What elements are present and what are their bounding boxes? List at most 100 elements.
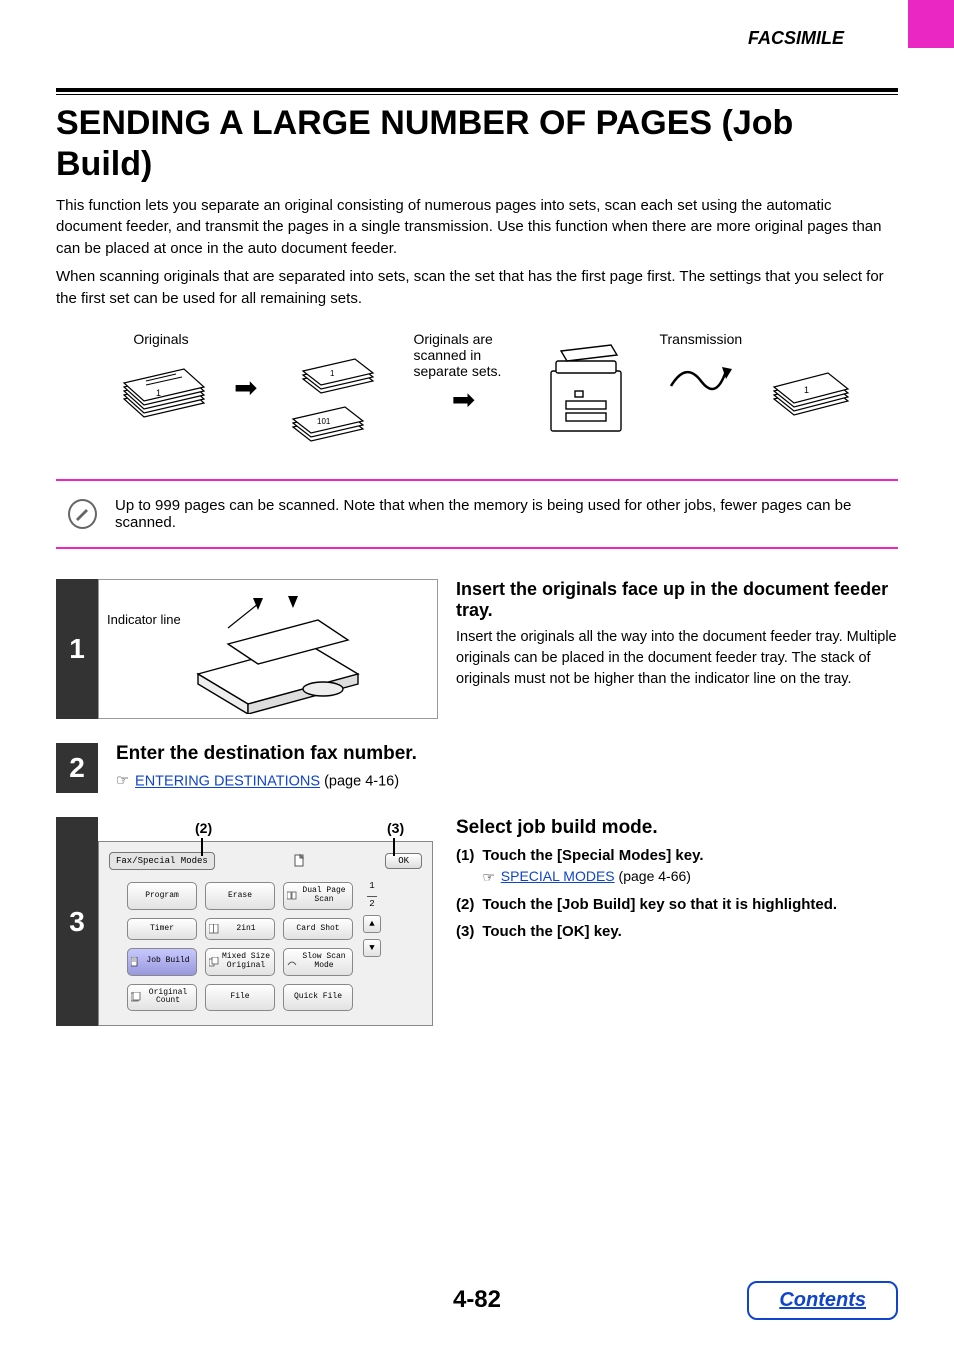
- title-block: SENDING A LARGE NUMBER OF PAGES (Job Bui…: [56, 88, 898, 185]
- file-button[interactable]: File: [205, 984, 275, 1012]
- step-3-item-3-text: Touch the [OK] key.: [482, 923, 621, 940]
- original-count-icon: [131, 992, 141, 1002]
- ok-button[interactable]: OK: [385, 853, 422, 869]
- diagram-transmission: Transmission: [659, 331, 742, 401]
- paper-stack-icon: 1: [760, 351, 860, 431]
- panel-top-bar: Fax/Special Modes OK: [109, 852, 422, 870]
- document-feeder-icon: [158, 584, 378, 714]
- step-3-content: Select job build mode. (1) Touch the [Sp…: [456, 817, 898, 1026]
- quick-file-button[interactable]: Quick File: [283, 984, 353, 1012]
- note-box: Up to 999 pages can be scanned. Note tha…: [56, 479, 898, 549]
- wave-arrow-icon: [666, 351, 736, 401]
- section-color-tab: [908, 0, 954, 48]
- step-3-item-2: (2) Touch the [Job Build] key so that it…: [456, 896, 898, 913]
- mixed-size-button[interactable]: Mixed Size Original: [205, 948, 275, 976]
- stack-page-num: 1: [156, 388, 161, 398]
- card-shot-button[interactable]: Card Shot: [283, 918, 353, 940]
- dual-page-icon: [287, 891, 297, 901]
- scroll-down-button[interactable]: ▼: [363, 939, 381, 957]
- two-in-one-icon: [209, 924, 219, 934]
- diagram-originals: Originals 1: [106, 331, 216, 431]
- document-small-icon: [292, 853, 308, 869]
- panel-button-grid: Program Erase Dual Page Scan Timer 2in1: [127, 882, 353, 1011]
- panel-side-column: 1 2 ▲ ▼: [363, 882, 381, 1011]
- callout-line-3: [393, 838, 395, 856]
- step-number-3: 3: [56, 817, 98, 1026]
- step-3-item-3-num: (3): [456, 923, 474, 940]
- step-1-title: Insert the originals face up in the docu…: [456, 579, 898, 621]
- step-number-1: 1: [56, 579, 98, 719]
- step-2-content: Enter the destination fax number. ☞ ENTE…: [116, 743, 898, 793]
- mixed-size-label: Mixed Size Original: [220, 953, 272, 971]
- callout-line-2: [201, 838, 203, 856]
- step-2-link-page: (page 4-16): [320, 774, 399, 790]
- arrow-icon: ➡: [234, 331, 257, 404]
- step-3-left: 3 (2) (3) Fax/Special Modes OK: [56, 817, 438, 1026]
- slow-scan-label: Slow Scan Mode: [298, 953, 350, 971]
- job-build-button[interactable]: Job Build: [127, 948, 197, 976]
- diagram-originals-label: Originals: [133, 331, 188, 347]
- entering-destinations-link[interactable]: ENTERING DESTINATIONS: [135, 774, 320, 790]
- step-3: 3 (2) (3) Fax/Special Modes OK: [56, 817, 898, 1026]
- slow-scan-button[interactable]: Slow Scan Mode: [283, 948, 353, 976]
- original-count-label: Original Count: [142, 989, 194, 1007]
- paper-stack-icon: 1: [106, 351, 216, 431]
- step-3-item-2-num: (2): [456, 896, 474, 913]
- step-3-item-1-num: (1): [456, 847, 474, 886]
- diagram-mfp: [531, 331, 641, 451]
- intro-paragraph-1: This function lets you separate an origi…: [56, 195, 898, 260]
- step-1-content: Insert the originals face up in the docu…: [456, 579, 898, 719]
- scroll-up-button[interactable]: ▲: [363, 915, 381, 933]
- step-3-item-3: (3) Touch the [OK] key.: [456, 923, 898, 940]
- workflow-diagram: Originals 1 ➡: [106, 331, 898, 451]
- step-number-2: 2: [56, 743, 98, 793]
- step-3-panel-wrap: (2) (3) Fax/Special Modes OK: [98, 817, 438, 1026]
- pencil-note-icon: [68, 499, 97, 529]
- split-stacks-icon: 1 101: [275, 349, 395, 449]
- step-3-item-1-link-row: ☞ SPECIAL MODES (page 4-66): [482, 868, 703, 886]
- dual-page-scan-button[interactable]: Dual Page Scan: [283, 882, 353, 910]
- panel-tab-label[interactable]: Fax/Special Modes: [109, 852, 215, 870]
- original-count-button[interactable]: Original Count: [127, 984, 197, 1012]
- callout-3: (3): [387, 820, 404, 836]
- diagram-split-sets: 1 101: [275, 349, 395, 449]
- dual-page-scan-label: Dual Page Scan: [298, 887, 350, 905]
- step-3-item-1-text: Touch the [Special Modes] key.: [482, 847, 703, 864]
- slow-scan-icon: [287, 957, 297, 967]
- pointer-icon: ☞: [482, 869, 495, 886]
- special-modes-panel: (2) (3) Fax/Special Modes OK: [98, 841, 433, 1026]
- rule-thin: [56, 94, 898, 95]
- diagram-scanned-label: Originals are scanned in separate sets.: [413, 331, 513, 379]
- svg-text:101: 101: [317, 417, 331, 426]
- page-root: FACSIMILE SENDING A LARGE NUMBER OF PAGE…: [0, 0, 954, 1350]
- erase-button[interactable]: Erase: [205, 882, 275, 910]
- timer-button[interactable]: Timer: [127, 918, 197, 940]
- arrow-icon: ➡: [452, 383, 475, 416]
- printer-icon: [531, 331, 641, 451]
- special-modes-link[interactable]: SPECIAL MODES: [501, 868, 615, 884]
- step-2: 2 Enter the destination fax number. ☞ EN…: [56, 743, 898, 793]
- contents-button[interactable]: Contents: [747, 1281, 898, 1320]
- program-button[interactable]: Program: [127, 882, 197, 910]
- job-build-icon: [131, 957, 141, 967]
- mixed-size-icon: [209, 957, 219, 967]
- step-1-body: Insert the originals all the way into th…: [456, 627, 898, 690]
- step-3-item-1: (1) Touch the [Special Modes] key. ☞ SPE…: [456, 847, 898, 886]
- page-indicator-top: 1: [369, 881, 374, 891]
- pointer-icon: ☞: [116, 771, 129, 792]
- section-header-label: FACSIMILE: [748, 28, 844, 49]
- panel-top-icon: [221, 853, 379, 869]
- page-indicator-bottom: 2: [369, 899, 374, 909]
- indicator-line-label: Indicator line: [107, 612, 181, 628]
- two-in-one-label: 2in1: [236, 925, 255, 934]
- callout-2: (2): [195, 820, 212, 836]
- step-3-sublist: (1) Touch the [Special Modes] key. ☞ SPE…: [456, 847, 898, 940]
- step-3-item-1-link-page: (page 4-66): [615, 868, 691, 884]
- step-3-title: Select job build mode.: [456, 817, 898, 839]
- page-title: SENDING A LARGE NUMBER OF PAGES (Job Bui…: [56, 103, 898, 185]
- two-in-one-button[interactable]: 2in1: [205, 918, 275, 940]
- diagram-output-stack: 1: [760, 351, 860, 431]
- step-2-link-row: ☞ ENTERING DESTINATIONS (page 4-16): [116, 771, 898, 792]
- step-1-left: 1 Indicator line: [56, 579, 438, 719]
- step-1-illustration: Indicator line: [98, 579, 438, 719]
